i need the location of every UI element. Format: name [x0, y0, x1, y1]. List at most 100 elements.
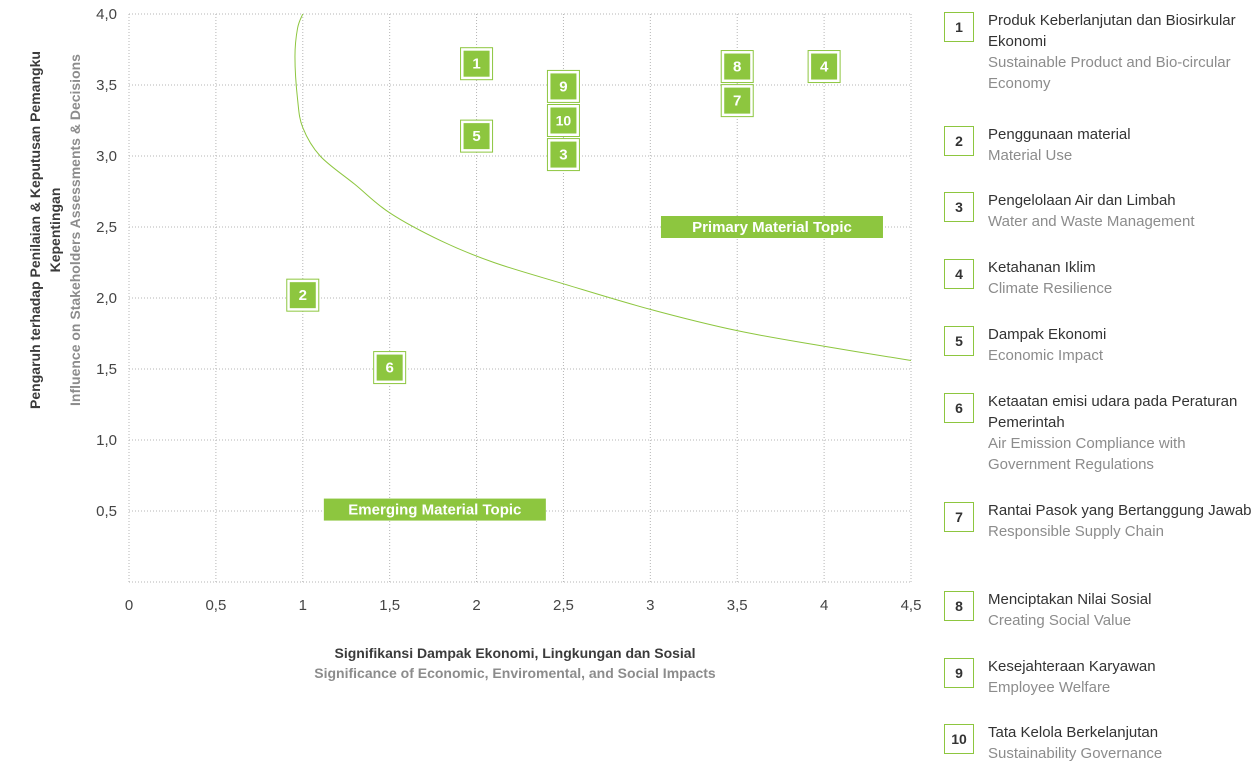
x-axis-title: Signifikansi Dampak Ekonomi, Lingkungan …	[220, 643, 810, 683]
data-point-marker	[724, 87, 751, 114]
legend-number-badge: 4	[944, 259, 974, 289]
legend-number-badge: 9	[944, 658, 974, 688]
x-tick-label: 1,5	[379, 597, 400, 614]
legend-number-badge: 7	[944, 502, 974, 532]
legend-label-id: Menciptakan Nilai Sosial	[988, 591, 1152, 608]
x-tick-label: 4,5	[901, 597, 922, 614]
data-point-marker	[463, 50, 490, 77]
legend-label-id: Ketahanan Iklim	[988, 259, 1096, 276]
legend-label-en: Employee Welfare	[988, 679, 1111, 696]
data-point-label: 1	[472, 56, 480, 73]
legend-text: Tata Kelola Berkelanjutan Sustainability …	[988, 722, 1258, 764]
legend-label-en: Responsible Supply Chain	[988, 523, 1164, 540]
data-point-marker	[811, 53, 838, 80]
legend-label-en: Climate Resilience	[988, 280, 1113, 297]
legend-label-id: Pengelolaan Air dan Limbah	[988, 192, 1176, 209]
emerging-topic-band	[323, 498, 546, 521]
legend-number-badge: 1	[944, 12, 974, 42]
legend-text: Produk Keberlanjutan dan Biosirkular Eko…	[988, 10, 1258, 94]
legend-label-en: Sustainable Product and Bio-circular Eco…	[988, 54, 1231, 92]
data-point: 9	[546, 69, 580, 103]
legend-text: Menciptakan Nilai Sosial Creating Social …	[988, 589, 1258, 631]
data-point: 5	[460, 119, 494, 153]
x-tick-label: 0	[125, 597, 133, 614]
data-point-label: 8	[733, 59, 741, 76]
y-axis-title: Pengaruh terhadap Penilaian & Keputusan …	[25, 30, 85, 430]
legend-label-en: Material Use	[988, 147, 1073, 164]
data-point-label: 5	[472, 128, 480, 145]
data-point-label: 4	[820, 59, 829, 76]
y-tick-label: 1,5	[96, 361, 117, 378]
data-point-marker	[463, 123, 490, 150]
data-point-label: 3	[559, 147, 567, 164]
legend-label-en: Economic Impact	[988, 347, 1104, 364]
x-tick-label: 3	[646, 597, 654, 614]
y-tick-label: 2,0	[96, 290, 117, 307]
legend-label-id: Penggunaan material	[988, 126, 1131, 143]
legend-number-badge: 3	[944, 192, 974, 222]
legend-label-id: Produk Keberlanjutan dan Biosirkular Eko…	[988, 12, 1236, 50]
legend-text: Ketahanan Iklim Climate Resilience	[988, 257, 1258, 299]
legend-number-badge: 6	[944, 393, 974, 423]
materiality-chart: 0 0,5 1 1,5 2 2,5 3 3,5 4 4,5 0,5 1,0 1,5 2,0 2,5 3,0 3,…	[96, 6, 922, 614]
legend-label-en: Creating Social Value	[988, 612, 1132, 629]
data-point: 6	[373, 351, 407, 385]
data-point: 4	[807, 50, 841, 84]
y-tick-label: 3,5	[96, 77, 117, 94]
data-point-marker	[724, 53, 751, 80]
legend-number-badge: 10	[944, 724, 974, 754]
data-point-marker	[550, 73, 577, 100]
x-tick-label: 4	[820, 597, 828, 614]
x-tick-label: 2,5	[553, 597, 574, 614]
legend-label-en: Sustainability Governance	[988, 745, 1163, 762]
primary-topic-band	[660, 216, 883, 238]
y-axis-title-en: Influence on Stakeholders Assessments & …	[67, 54, 83, 406]
y-tick-label: 0,5	[96, 503, 117, 520]
x-axis-title-id: Signifikansi Dampak Ekonomi, Lingkungan …	[334, 645, 696, 661]
legend-text: Rantai Pasok yang Bertanggung Jawab Respo…	[988, 500, 1258, 542]
x-tick-label: 0,5	[205, 597, 226, 614]
data-point: 7	[720, 84, 754, 118]
legend-label-id: Ketaatan emisi udara pada Peraturan Peme…	[988, 393, 1238, 431]
data-point-label: 7	[733, 93, 741, 110]
x-tick-label: 1	[299, 597, 307, 614]
legend-label-en: Air Emission Compliance with Government …	[988, 435, 1186, 473]
x-axis-title-en: Significance of Economic, Enviromental, …	[314, 665, 716, 681]
y-tick-label: 1,0	[96, 432, 117, 449]
y-tick-label: 3,0	[96, 148, 117, 165]
data-point: 10	[546, 104, 580, 137]
legend-text: Kesejahteraan Karyawan Employee Welfare	[988, 656, 1258, 698]
legend-text: Penggunaan material Material Use	[988, 124, 1258, 166]
primary-topic-label: Primary Material Topic	[692, 219, 852, 236]
legend-number-badge: 5	[944, 326, 974, 356]
y-axis-title-id: Pengaruh terhadap Penilaian & Keputusan …	[27, 51, 63, 409]
legend-label-id: Rantai Pasok yang Bertanggung Jawab	[988, 502, 1252, 519]
legend-label-id: Kesejahteraan Karyawan	[988, 658, 1156, 675]
data-point-label: 9	[559, 78, 567, 95]
data-point: 1	[460, 47, 494, 81]
legend-label-id: Dampak Ekonomi	[988, 326, 1107, 343]
legend-label-id: Tata Kelola Berkelanjutan	[988, 724, 1159, 741]
x-tick-label: 3,5	[727, 597, 748, 614]
legend-text: Dampak Ekonomi Economic Impact	[988, 324, 1258, 366]
data-point-label: 10	[556, 113, 572, 129]
data-point-label: 6	[385, 360, 393, 377]
data-point-marker	[550, 107, 577, 134]
x-tick-label: 2	[472, 597, 480, 614]
data-point: 8	[720, 50, 754, 84]
threshold-curve	[294, 13, 912, 361]
legend-number-badge: 2	[944, 126, 974, 156]
emerging-topic-label: Emerging Material Topic	[348, 502, 521, 519]
legend-text: Ketaatan emisi udara pada Peraturan Peme…	[988, 391, 1258, 475]
data-point-marker	[289, 282, 316, 309]
y-tick-label: 4,0	[96, 6, 117, 23]
data-point-marker	[376, 354, 403, 381]
legend-text: Pengelolaan Air dan Limbah Water and Wast…	[988, 190, 1258, 232]
data-point-marker	[550, 141, 577, 168]
data-point-label: 2	[299, 287, 307, 304]
y-tick-label: 2,5	[96, 219, 117, 236]
data-point: 2	[286, 278, 320, 312]
legend-number-badge: 8	[944, 591, 974, 621]
legend-label-en: Water and Waste Management	[988, 213, 1195, 230]
data-point: 3	[546, 138, 580, 172]
